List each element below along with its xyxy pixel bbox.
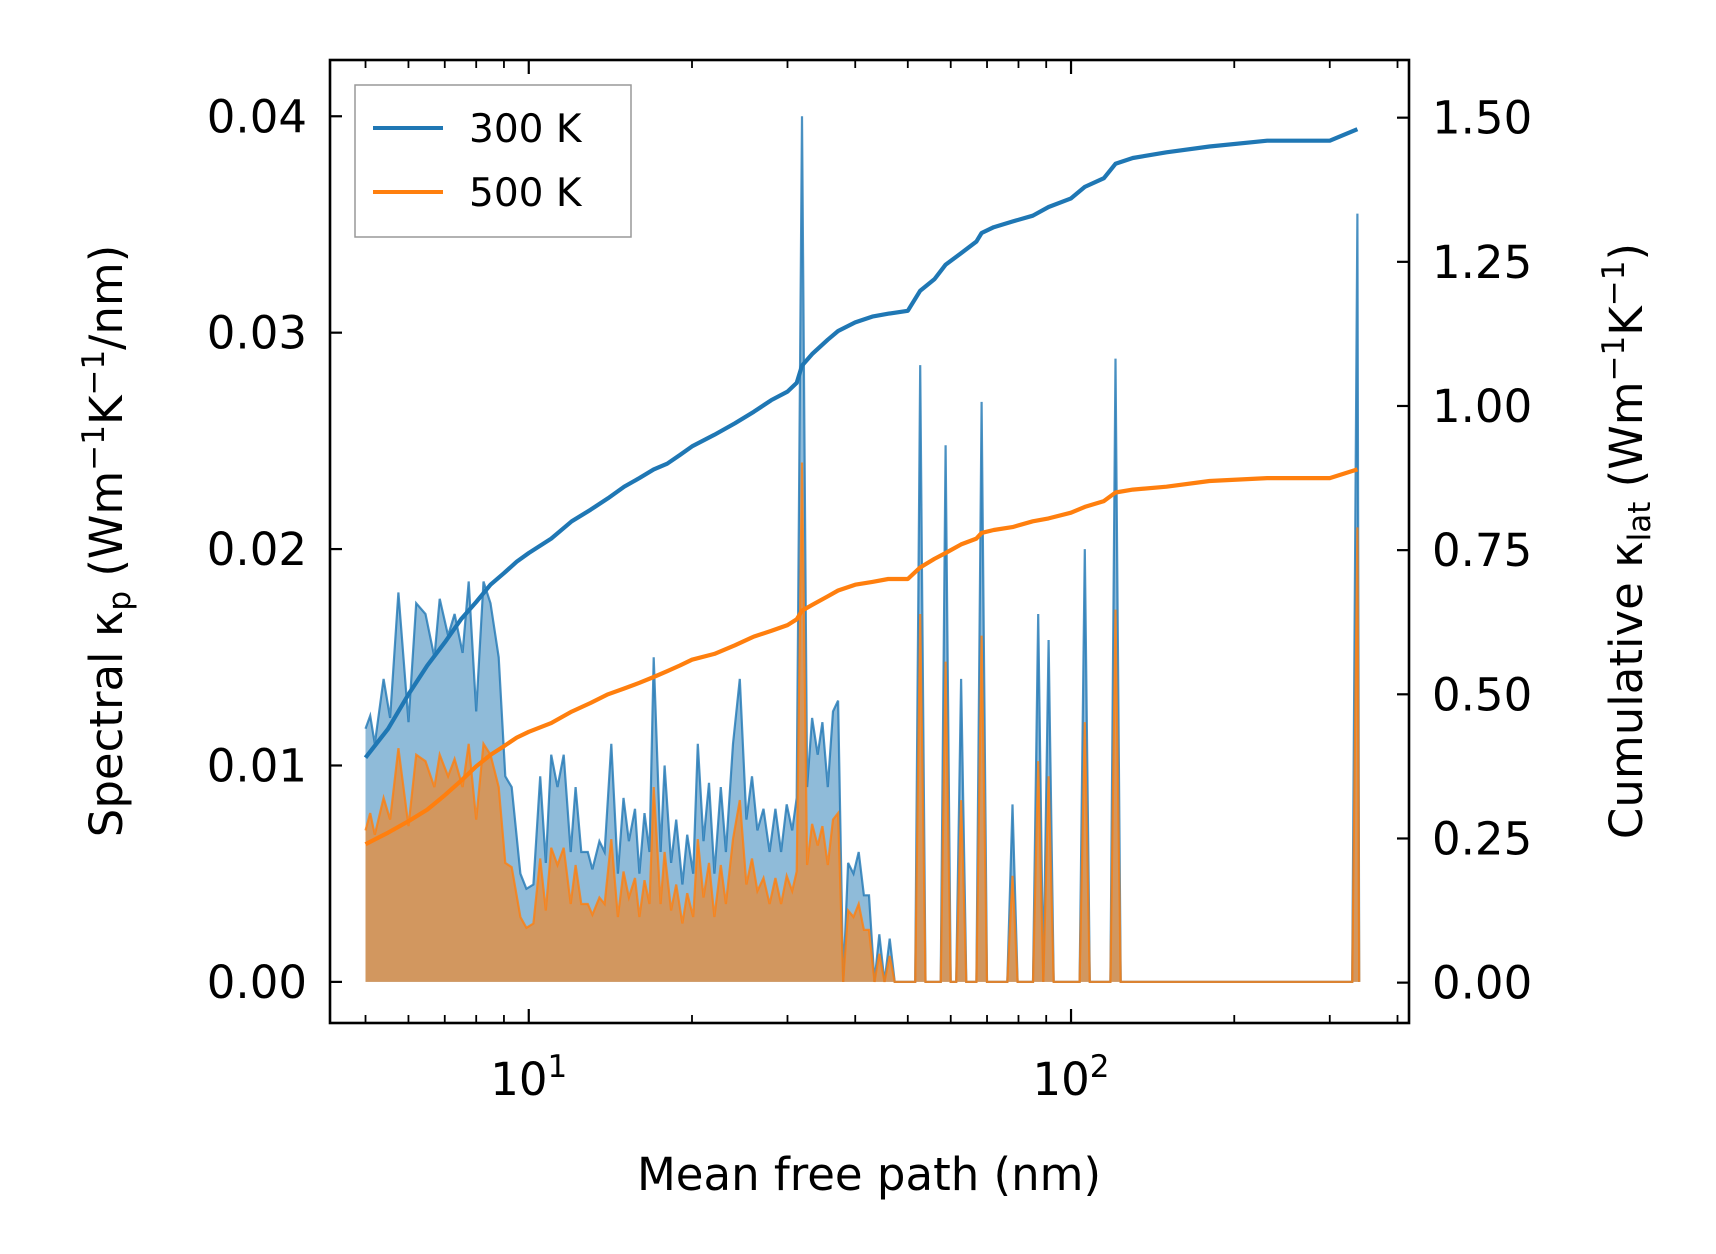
y-left-tick-label: 0.04	[207, 90, 307, 143]
y-right-tick-label: 1.00	[1432, 380, 1532, 433]
spectral-areas	[364, 116, 1361, 983]
plot-frame	[328, 58, 1411, 1025]
axis-tick-labels: 0.00 0.01 0.02 0.03 0.04 0.00 0.25 0.50 0.75 1.00…	[207, 90, 1532, 1106]
y-left-tick-label: 0.01	[207, 739, 307, 792]
y-left-tick-label: 0.03	[207, 307, 307, 360]
y-right-tick-label: 0.50	[1432, 668, 1532, 721]
y-right-tick-label: 1.50	[1432, 92, 1532, 145]
legend: 300 K 500 K	[354, 84, 632, 238]
500-k-spectral-area	[365, 462, 1360, 982]
x-tick-label: 101	[490, 1049, 567, 1106]
x-axis-label: Mean free path (nm)	[637, 1148, 1101, 1201]
axis-ticks	[330, 60, 1409, 1023]
y-left-tick-label: 0.00	[207, 956, 307, 1009]
cumulative-lines	[363, 127, 1359, 847]
legend-frame	[354, 84, 632, 238]
cumulative-300-k-line	[363, 127, 1359, 759]
y-left-tick-label: 0.02	[207, 523, 307, 576]
y-right-tick-label: 1.25	[1432, 236, 1532, 289]
y-right-tick-label: 0.25	[1432, 812, 1532, 865]
cumulative-500-k-line	[364, 467, 1359, 847]
x-tick-label: 102	[1033, 1049, 1110, 1106]
legend-label-300k: 300 K	[469, 107, 583, 152]
y-right-tick-label: 0.75	[1432, 524, 1532, 577]
500-k-spectral-outline	[364, 462, 1361, 983]
y-right-tick-label: 0.00	[1432, 957, 1532, 1010]
plot-area	[363, 116, 1361, 983]
legend-label-500k: 500 K	[469, 171, 583, 216]
300-k-spectral-area	[365, 116, 1360, 982]
y-axis-left-label: Spectral κp (Wm−1K−1/nm)	[76, 245, 138, 838]
y-axis-right-label: Cumulative κlat (Wm−1K−1)	[1596, 243, 1658, 839]
